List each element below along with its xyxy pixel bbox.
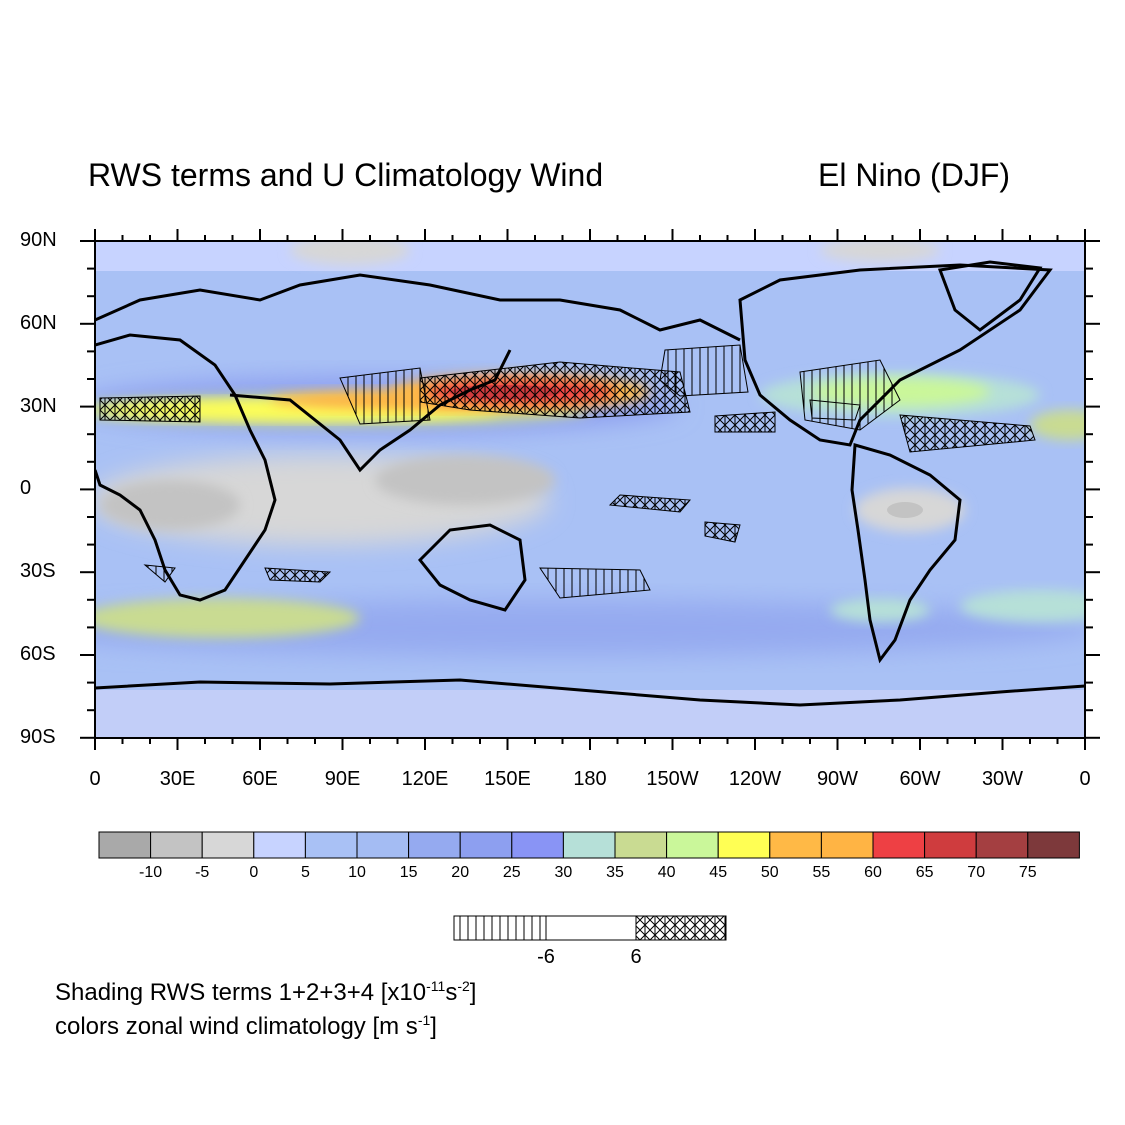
colorbar-label: 60 (864, 864, 882, 881)
lon-label: 60W (899, 768, 941, 790)
colorbar-label: 40 (657, 864, 676, 881)
colorbar-label: 30 (554, 864, 573, 881)
colorbar-label: 5 (300, 864, 310, 881)
lon-label: 150W (646, 768, 699, 790)
colorbar-box (717, 831, 771, 859)
lon-label: 0 (89, 768, 101, 790)
colorbar-box (614, 831, 668, 859)
hatch-legend (453, 915, 727, 941)
colorbar-box (408, 831, 461, 859)
lat-label: 90S (20, 725, 56, 748)
plot-subtitle: El Nino (DJF) (818, 157, 1011, 193)
colorbar-box (356, 831, 410, 859)
lon-label: 180 (573, 768, 607, 790)
colorbar (98, 831, 1080, 859)
colorbar-label: 50 (760, 864, 779, 881)
lon-label: 30E (159, 768, 196, 790)
colorbar-box (304, 831, 358, 859)
colorbar-box (975, 831, 1029, 859)
lat-label: 30N (20, 394, 57, 417)
plot-title: RWS terms and U Climatology Wind (88, 157, 604, 193)
lon-label: 90W (816, 768, 859, 790)
colorbar-box (98, 831, 152, 859)
lat-label: 60N (20, 311, 57, 334)
map-frame (80, 229, 1100, 750)
colorbar-label: 0 (249, 864, 259, 881)
lat-label: 90N (20, 229, 57, 251)
colorbar-box (150, 831, 203, 859)
colorbar-label: 15 (399, 864, 418, 881)
colorbar-label: 45 (709, 864, 728, 881)
caption-line-1: Shading RWS terms 1+2+3+4 [x10-11s-2] (55, 978, 477, 1006)
colorbar-label: 35 (606, 864, 624, 881)
colorbar-box (872, 831, 926, 859)
colorbar-label: 10 (348, 864, 366, 881)
colorbar-box (459, 831, 513, 859)
lat-label: 60S (20, 643, 56, 665)
colorbar-label: 20 (451, 864, 470, 881)
colorbar-box (511, 831, 564, 859)
colorbar-box (1027, 831, 1080, 859)
colorbar-label: 75 (1018, 864, 1037, 881)
colorbar-box (201, 831, 255, 859)
lat-label: 0 (20, 477, 32, 500)
colorbar-box (769, 831, 822, 859)
hatch-label-pos: 6 (630, 946, 642, 968)
colorbar-label: -5 (195, 864, 210, 881)
caption-line-2: colors zonal wind climatology [m s-1] (55, 1012, 437, 1040)
colorbar-label: -10 (139, 864, 163, 881)
colorbar-label: 65 (915, 864, 934, 881)
colorbar-box (924, 831, 977, 859)
zonal-wind-field (95, 241, 1085, 738)
hatch-label-neg: -6 (537, 946, 555, 968)
rws-hatching (99, 344, 1036, 599)
colorbar-label: 25 (502, 864, 521, 881)
lon-label: 90E (324, 768, 361, 790)
lon-label: 0 (1079, 768, 1091, 790)
colorbar-label: 55 (812, 864, 831, 881)
colorbar-box (666, 831, 719, 859)
colorbar-box (253, 831, 306, 859)
colorbar-box (562, 831, 616, 859)
lat-label: 30S (20, 560, 56, 583)
lon-label: 120E (401, 768, 449, 790)
lon-label: 120W (728, 768, 782, 790)
lon-label: 60E (242, 768, 278, 790)
lon-label: 30W (981, 768, 1024, 790)
colorbar-box (820, 831, 874, 859)
colorbar-label: 70 (967, 864, 986, 881)
lon-label: 150E (484, 768, 531, 790)
